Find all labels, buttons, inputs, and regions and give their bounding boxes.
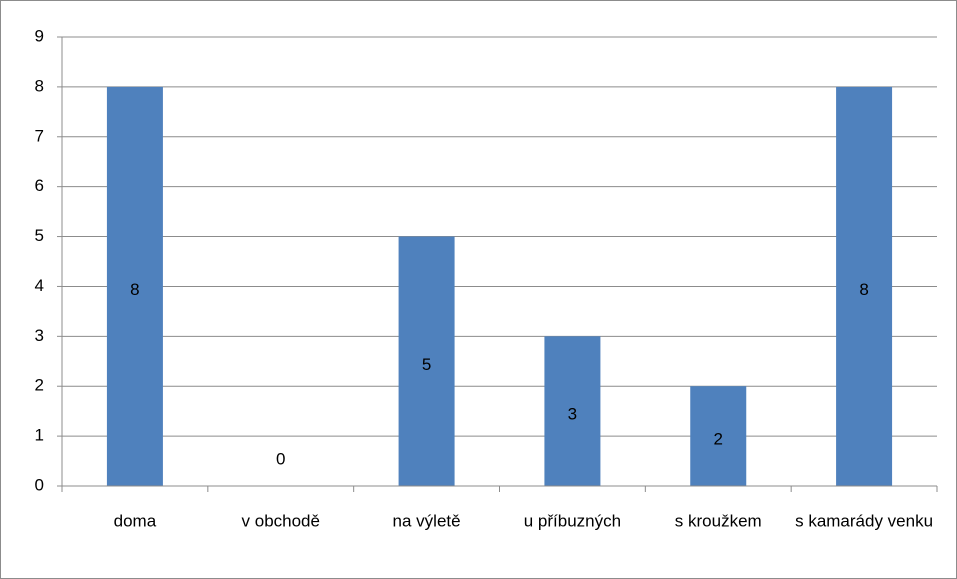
x-tick-label: s kamarády venku: [795, 511, 933, 530]
y-tick-label: 7: [35, 126, 44, 145]
y-tick-label: 3: [35, 326, 44, 345]
data-label: 0: [276, 449, 285, 468]
data-label: 8: [859, 280, 868, 299]
x-tick-label: s kroužkem: [675, 511, 762, 530]
y-tick-label: 0: [35, 475, 44, 494]
bar: [690, 386, 747, 486]
data-label: 2: [714, 430, 723, 449]
data-label: 5: [422, 355, 431, 374]
y-tick-label: 8: [35, 76, 44, 95]
bar: [398, 236, 455, 486]
x-tick-label: na výletě: [393, 511, 461, 530]
y-tick-label: 4: [35, 276, 44, 295]
x-tick-label: doma: [114, 511, 157, 530]
bar: [106, 86, 163, 486]
y-tick-label: 2: [35, 376, 44, 395]
x-tick-label: u příbuzných: [524, 511, 621, 530]
y-tick-label: 9: [35, 26, 44, 45]
data-label: 8: [130, 280, 139, 299]
y-tick-label: 5: [35, 226, 44, 245]
y-tick-label: 6: [35, 176, 44, 195]
data-label: 3: [568, 405, 577, 424]
bar: [544, 336, 601, 486]
bar: [836, 86, 893, 486]
x-tick-label: v obchodě: [242, 511, 320, 530]
y-tick-label: 1: [35, 426, 44, 445]
